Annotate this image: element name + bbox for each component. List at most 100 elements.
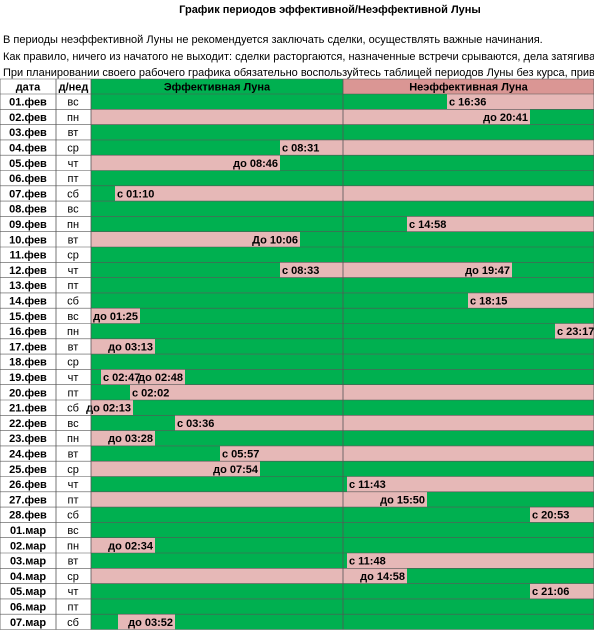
time-label: с 08:33 xyxy=(282,265,319,277)
date: 21.фев xyxy=(9,403,47,415)
date: 04.фев xyxy=(9,142,47,154)
weekday: пт xyxy=(68,280,79,292)
void-moon-period xyxy=(280,139,594,156)
time-label: с 08:31 xyxy=(282,142,319,154)
weekday: вт xyxy=(68,234,79,246)
timeline-cell xyxy=(91,354,594,370)
time-label: До 10:06 xyxy=(252,234,298,246)
void-moon-period xyxy=(280,262,512,278)
header-cell xyxy=(343,79,594,94)
weekday: пт xyxy=(68,173,79,185)
time-label: с 02:47 xyxy=(103,372,140,384)
date: 24.фев xyxy=(9,448,47,460)
weekday: пн xyxy=(67,433,79,445)
time-label: до 19:47 xyxy=(465,265,510,277)
weekday: пт xyxy=(68,387,79,399)
weekday: ср xyxy=(67,464,79,476)
date: 19.фев xyxy=(9,372,47,384)
timeline-cell xyxy=(91,323,594,339)
timeline-cell xyxy=(91,124,594,140)
column-header: дата xyxy=(16,81,41,93)
timeline-cell xyxy=(91,583,594,599)
weekday: вт xyxy=(68,127,79,139)
time-label: с 23:17 xyxy=(557,326,594,338)
date: 07.фев xyxy=(9,188,47,200)
time-label: до 02:13 xyxy=(86,403,131,415)
timeline-cell xyxy=(91,537,594,553)
time-label: с 05:57 xyxy=(222,448,259,460)
date: 06.фев xyxy=(9,173,47,185)
void-moon-period xyxy=(91,155,280,171)
weekday: чт xyxy=(68,372,79,384)
weekday: вс xyxy=(67,418,79,430)
time-label: до 08:46 xyxy=(233,158,278,170)
weekday: ср xyxy=(67,142,79,154)
weekday: вс xyxy=(67,311,79,323)
date: 01.фев xyxy=(9,97,47,109)
time-label: с 21:06 xyxy=(532,586,569,598)
time-label: до 03:13 xyxy=(108,341,153,353)
weekday: вт xyxy=(68,341,79,353)
column-header: д/нед xyxy=(59,81,89,93)
weekday: вс xyxy=(67,97,79,109)
timeline-cell xyxy=(91,400,594,416)
void-moon-period xyxy=(91,231,300,247)
date: 15.фев xyxy=(9,311,47,323)
timeline-cell xyxy=(91,201,594,217)
date: 02.мар xyxy=(10,540,46,552)
weekday: чт xyxy=(68,158,79,170)
time-label: с 16:36 xyxy=(449,97,486,109)
void-moon-period xyxy=(91,338,155,355)
date: 27.фев xyxy=(9,494,47,506)
weekday: пн xyxy=(67,219,79,231)
date: 12.фев xyxy=(9,265,47,277)
void-moon-period xyxy=(115,185,594,202)
weekday: сб xyxy=(67,188,79,200)
date: 06.мар xyxy=(10,601,46,613)
void-moon-period xyxy=(91,461,260,477)
time-label: с 11:43 xyxy=(349,479,386,491)
timeline-cell xyxy=(91,369,594,385)
title: График периодов эффективной/Неэффективно… xyxy=(179,4,481,16)
weekday: пн xyxy=(67,326,79,338)
date: 02.фев xyxy=(9,112,47,124)
time-label: с 11:48 xyxy=(349,556,386,568)
date: 16.фев xyxy=(9,326,47,338)
void-moon-period xyxy=(101,369,185,385)
date: 20.фев xyxy=(9,387,47,399)
time-label: до 07:54 xyxy=(213,464,259,476)
time-label: с 01:10 xyxy=(117,188,154,200)
date: 03.фев xyxy=(9,127,47,139)
timeline-cell xyxy=(91,507,594,523)
timeline-cell xyxy=(91,247,594,263)
void-moon-period xyxy=(91,400,133,416)
time-label: до 15:50 xyxy=(380,494,425,506)
time-label: с 20:53 xyxy=(532,510,569,522)
date: 22.фев xyxy=(9,418,47,430)
intro-line: Как правило, ничего из начатого не выход… xyxy=(3,51,594,63)
void-moon-period xyxy=(447,94,594,110)
void-moon-period xyxy=(530,507,594,523)
intro-line: При планировании своего рабочего графика… xyxy=(3,67,594,79)
void-moon-period xyxy=(130,384,594,400)
weekday: ср xyxy=(67,250,79,262)
date: 17.фев xyxy=(9,341,47,353)
weekday: чт xyxy=(68,479,79,491)
date: 05.фев xyxy=(9,158,47,170)
date: 28.фев xyxy=(9,510,47,522)
timeline-cell xyxy=(91,598,594,615)
timeline-cell xyxy=(91,308,594,324)
time-label: до 03:52 xyxy=(128,617,173,629)
date: 23.фев xyxy=(9,433,47,445)
void-moon-period xyxy=(220,445,594,462)
timeline-cell xyxy=(91,430,594,446)
time-label: с 18:15 xyxy=(470,295,507,307)
weekday: чт xyxy=(68,265,79,277)
date: 10.фев xyxy=(9,234,47,246)
weekday: вт xyxy=(68,556,79,568)
intro-line: В периоды неэффективной Луны не рекоменд… xyxy=(3,34,543,46)
time-label: до 14:58 xyxy=(360,571,405,583)
weekday: пн xyxy=(67,540,79,552)
column-header: Эффективная Луна xyxy=(164,81,271,93)
timeline-cell xyxy=(91,277,594,293)
